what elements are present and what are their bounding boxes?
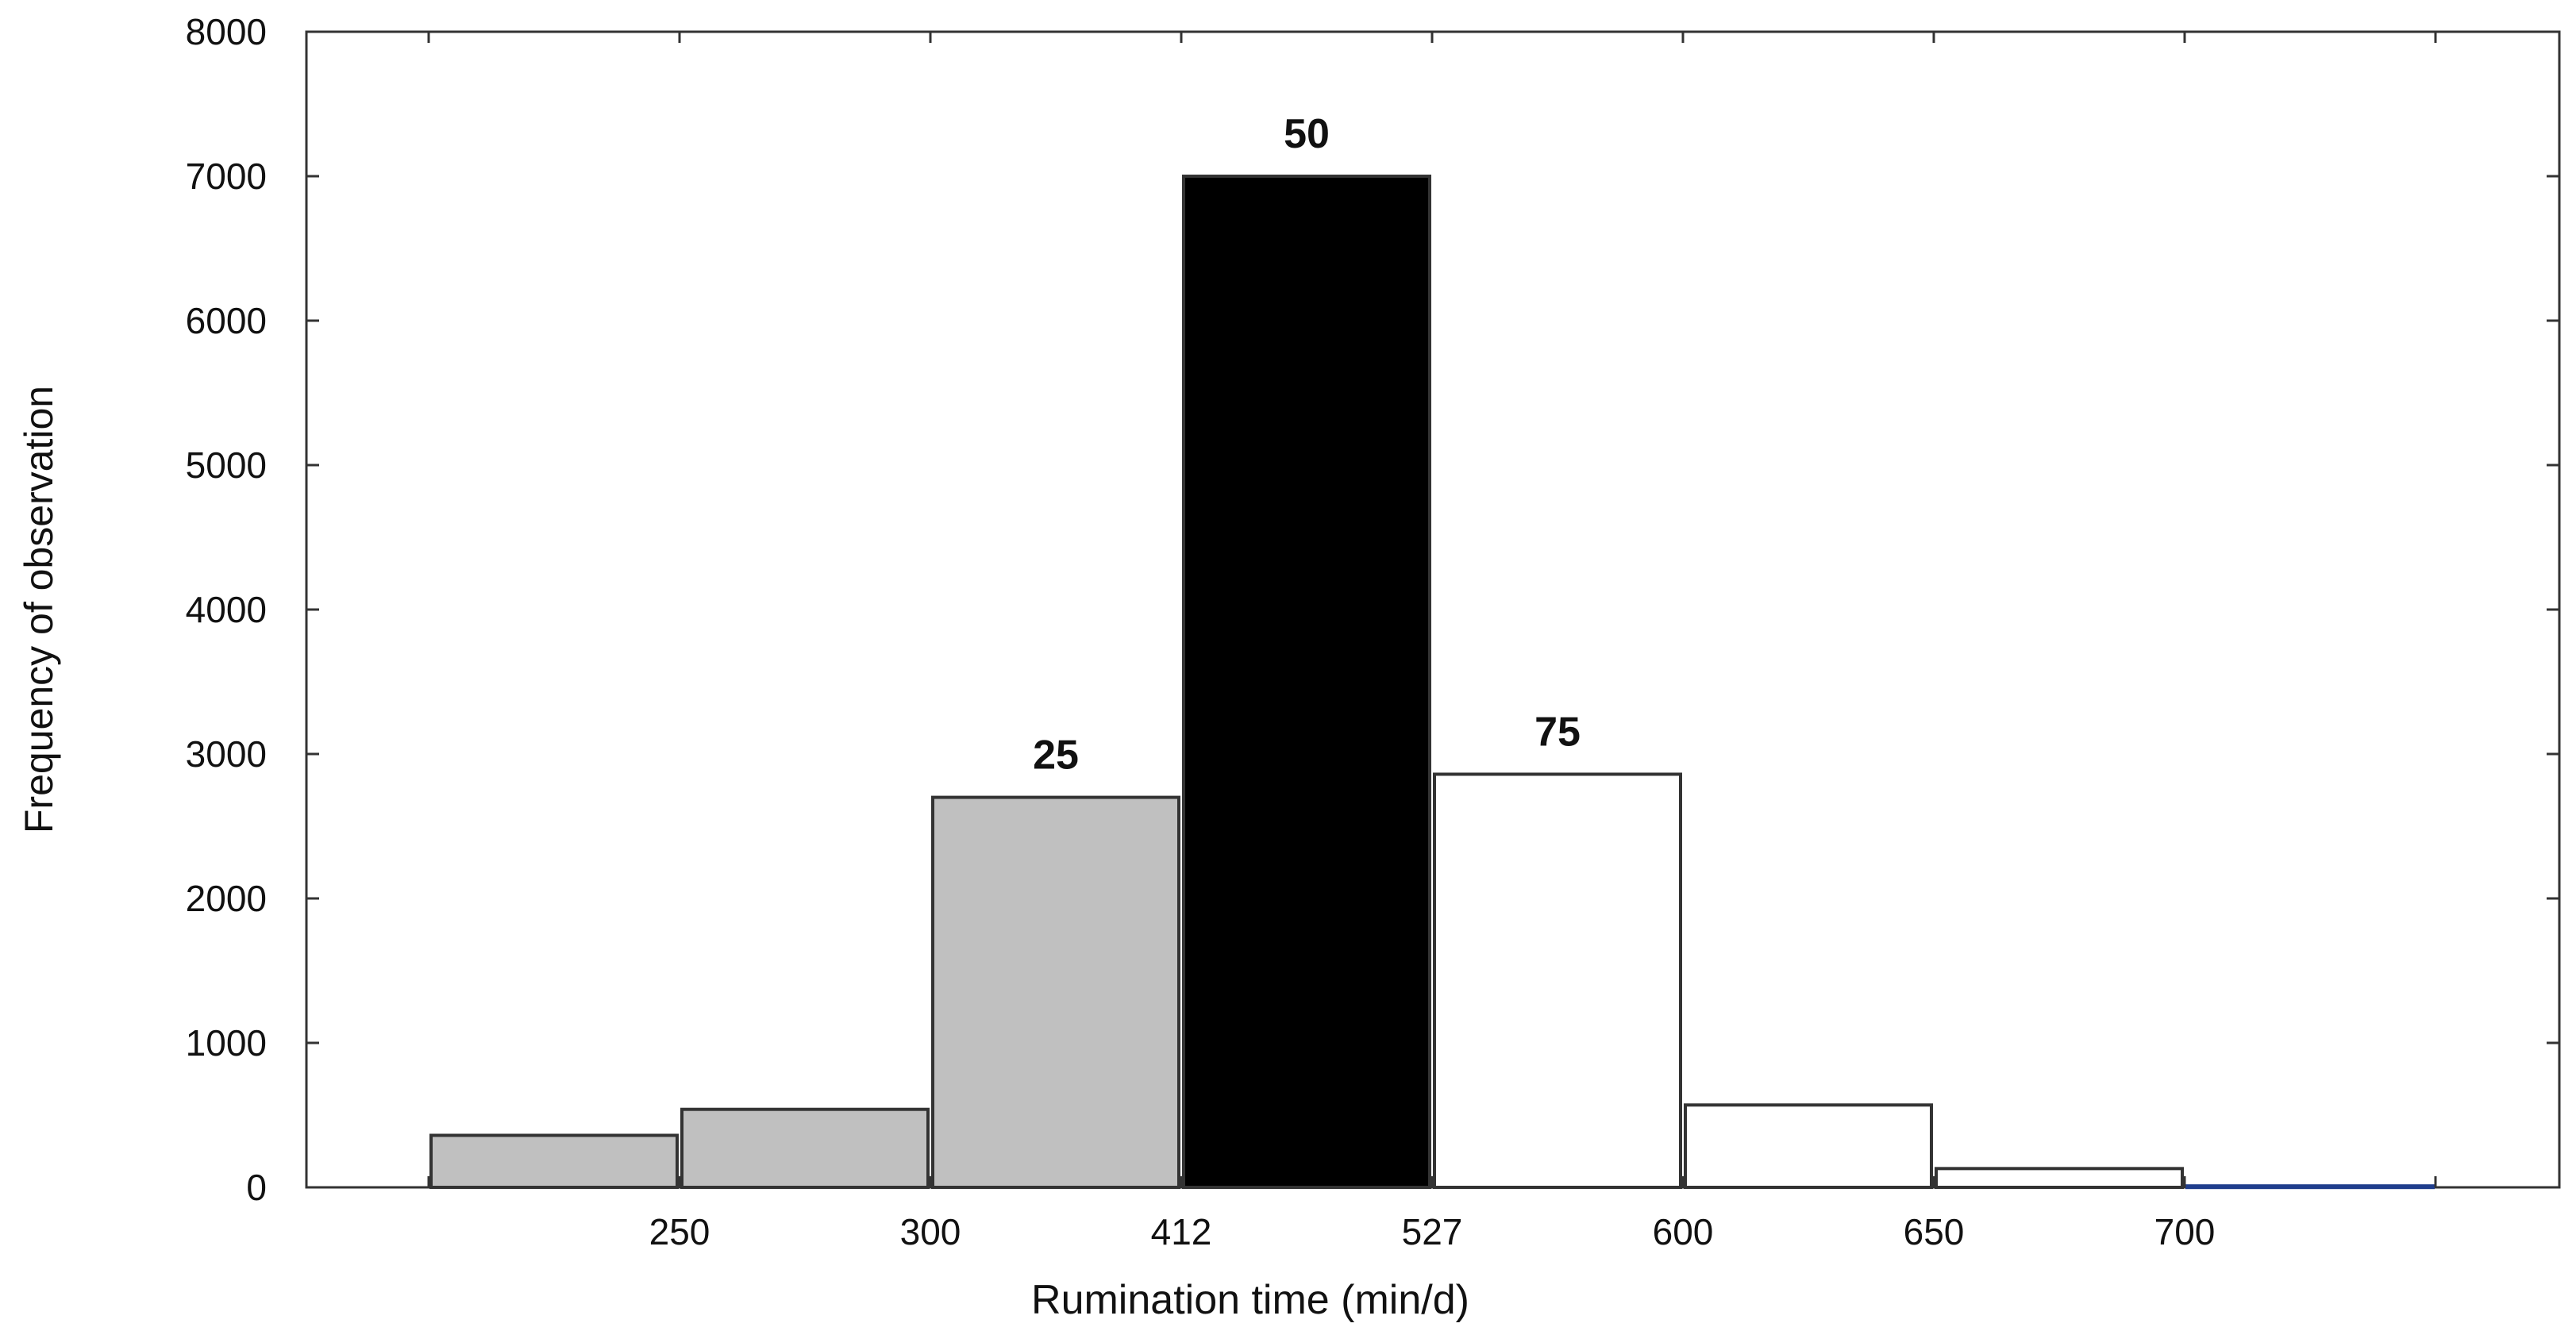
y-tick-label: 0 [246, 1167, 267, 1208]
histogram-bar [1935, 1167, 2184, 1189]
y-tick-label: 4000 [186, 589, 267, 630]
x-tick-label: 300 [900, 1211, 961, 1252]
y-axis: 0 1000 2000 3000 4000 5000 6000 7000 8000 [186, 11, 2559, 1208]
x-tick-label: 412 [1151, 1211, 1212, 1252]
x-tick-label: 527 [1402, 1211, 1463, 1252]
histogram-bar [1433, 772, 1682, 1189]
x-tick-label: 600 [1653, 1211, 1714, 1252]
x-axis: 250 300 412 527 600 650 700 [427, 32, 2437, 1252]
y-tick-label: 6000 [186, 300, 267, 341]
histogram-bar [680, 1107, 930, 1189]
x-tick-label: 250 [649, 1211, 710, 1252]
percentile-label: 50 [1284, 111, 1330, 157]
y-tick-label: 8000 [186, 11, 267, 52]
percentile-label: 25 [1033, 733, 1079, 779]
y-axis-title: Frequency of observation [17, 386, 61, 833]
y-tick-label: 5000 [186, 444, 267, 486]
x-tick-label: 650 [1904, 1211, 1965, 1252]
histogram-bar [429, 1133, 679, 1189]
percentile-labels: 25 50 75 [1033, 111, 1581, 779]
x-tick-label: 700 [2154, 1211, 2216, 1252]
y-tick-label: 7000 [186, 156, 267, 197]
y-tick-label: 2000 [186, 878, 267, 919]
bars-layer [429, 175, 2435, 1190]
histogram-bar [1182, 175, 1431, 1189]
percentile-label: 75 [1534, 709, 1581, 755]
histogram-bar [1684, 1103, 1933, 1190]
histogram-bar [2185, 1184, 2435, 1190]
histogram-bar [931, 795, 1180, 1189]
y-tick-label: 1000 [186, 1022, 267, 1064]
x-axis-title: Rumination time (min/d) [1031, 1277, 1469, 1323]
y-tick-label: 3000 [186, 733, 267, 775]
